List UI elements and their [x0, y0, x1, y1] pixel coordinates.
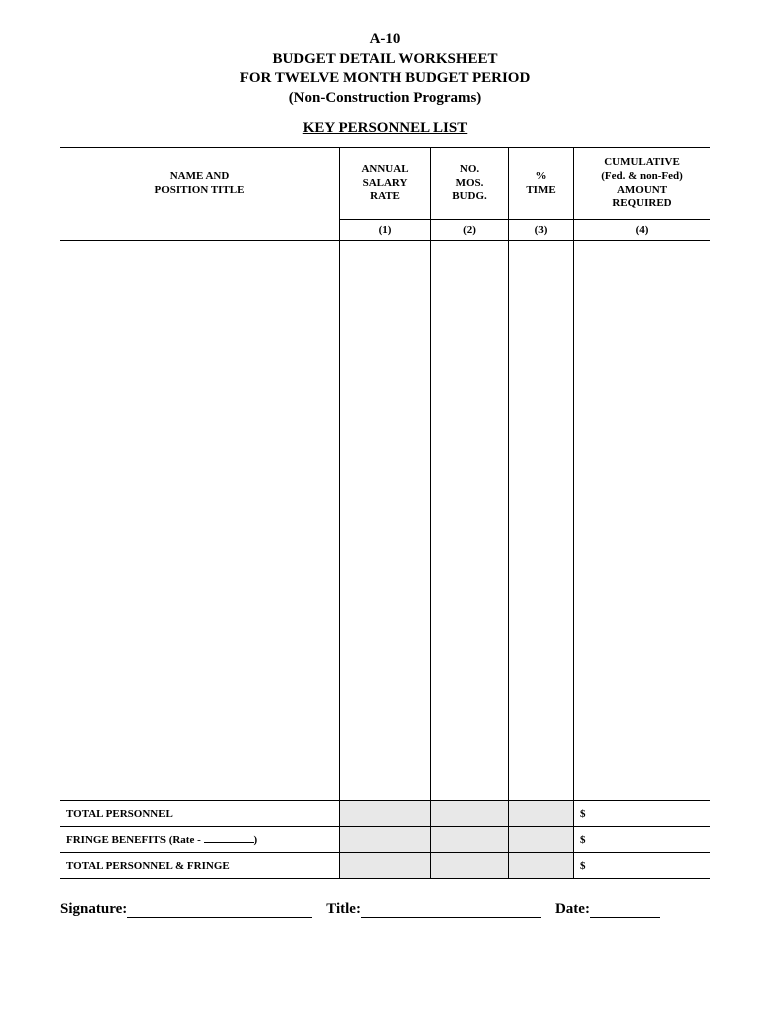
total-personnel-time — [509, 801, 574, 827]
col-num-1: (1) — [340, 220, 431, 241]
col-header-cumulative: CUMULATIVE (Fed. & non-Fed) AMOUNT REQUI… — [574, 148, 711, 220]
signature-line[interactable] — [127, 902, 312, 919]
header-line-3: FOR TWELVE MONTH BUDGET PERIOD — [60, 69, 710, 89]
data-area-salary[interactable] — [340, 241, 431, 801]
data-area-cumulative[interactable] — [574, 241, 711, 801]
signature-field: Signature: — [60, 901, 312, 918]
header-line-4: (Non-Construction Programs) — [60, 89, 710, 109]
header-line-1: A-10 — [60, 30, 710, 50]
fringe-amount[interactable]: $ — [574, 827, 711, 853]
total-fringe-label: TOTAL PERSONNEL & FRINGE — [60, 853, 340, 879]
section-title: KEY PERSONNEL LIST — [60, 120, 710, 137]
date-field: Date: — [555, 901, 660, 918]
title-line[interactable] — [361, 902, 541, 919]
personnel-table: NAME AND POSITION TITLE ANNUAL SALARY RA… — [60, 147, 710, 879]
header-line-2: BUDGET DETAIL WORKSHEET — [60, 50, 710, 70]
total-fringe-salary — [340, 853, 431, 879]
col-header-name: NAME AND POSITION TITLE — [60, 148, 340, 220]
total-fringe-time — [509, 853, 574, 879]
fringe-benefits-label: FRINGE BENEFITS (Rate - ) — [60, 827, 340, 853]
fringe-rate-input[interactable] — [204, 833, 254, 843]
total-personnel-mos — [431, 801, 509, 827]
col-header-time: % TIME — [509, 148, 574, 220]
data-area-time[interactable] — [509, 241, 574, 801]
col-num-4: (4) — [574, 220, 711, 241]
signature-row: Signature: Title: Date: — [60, 901, 710, 918]
date-line[interactable] — [590, 902, 660, 919]
data-area-mos[interactable] — [431, 241, 509, 801]
total-personnel-salary — [340, 801, 431, 827]
total-personnel-label: TOTAL PERSONNEL — [60, 801, 340, 827]
fringe-salary — [340, 827, 431, 853]
total-fringe-amount[interactable]: $ — [574, 853, 711, 879]
col-header-mos: NO. MOS. BUDG. — [431, 148, 509, 220]
col-num-3: (3) — [509, 220, 574, 241]
fringe-time — [509, 827, 574, 853]
fringe-mos — [431, 827, 509, 853]
data-area-name[interactable] — [60, 241, 340, 801]
total-fringe-mos — [431, 853, 509, 879]
total-personnel-amount[interactable]: $ — [574, 801, 711, 827]
title-field: Title: — [326, 901, 541, 918]
col-header-salary: ANNUAL SALARY RATE — [340, 148, 431, 220]
col-num-name — [60, 220, 340, 241]
col-num-2: (2) — [431, 220, 509, 241]
form-header: A-10 BUDGET DETAIL WORKSHEET FOR TWELVE … — [60, 30, 710, 108]
